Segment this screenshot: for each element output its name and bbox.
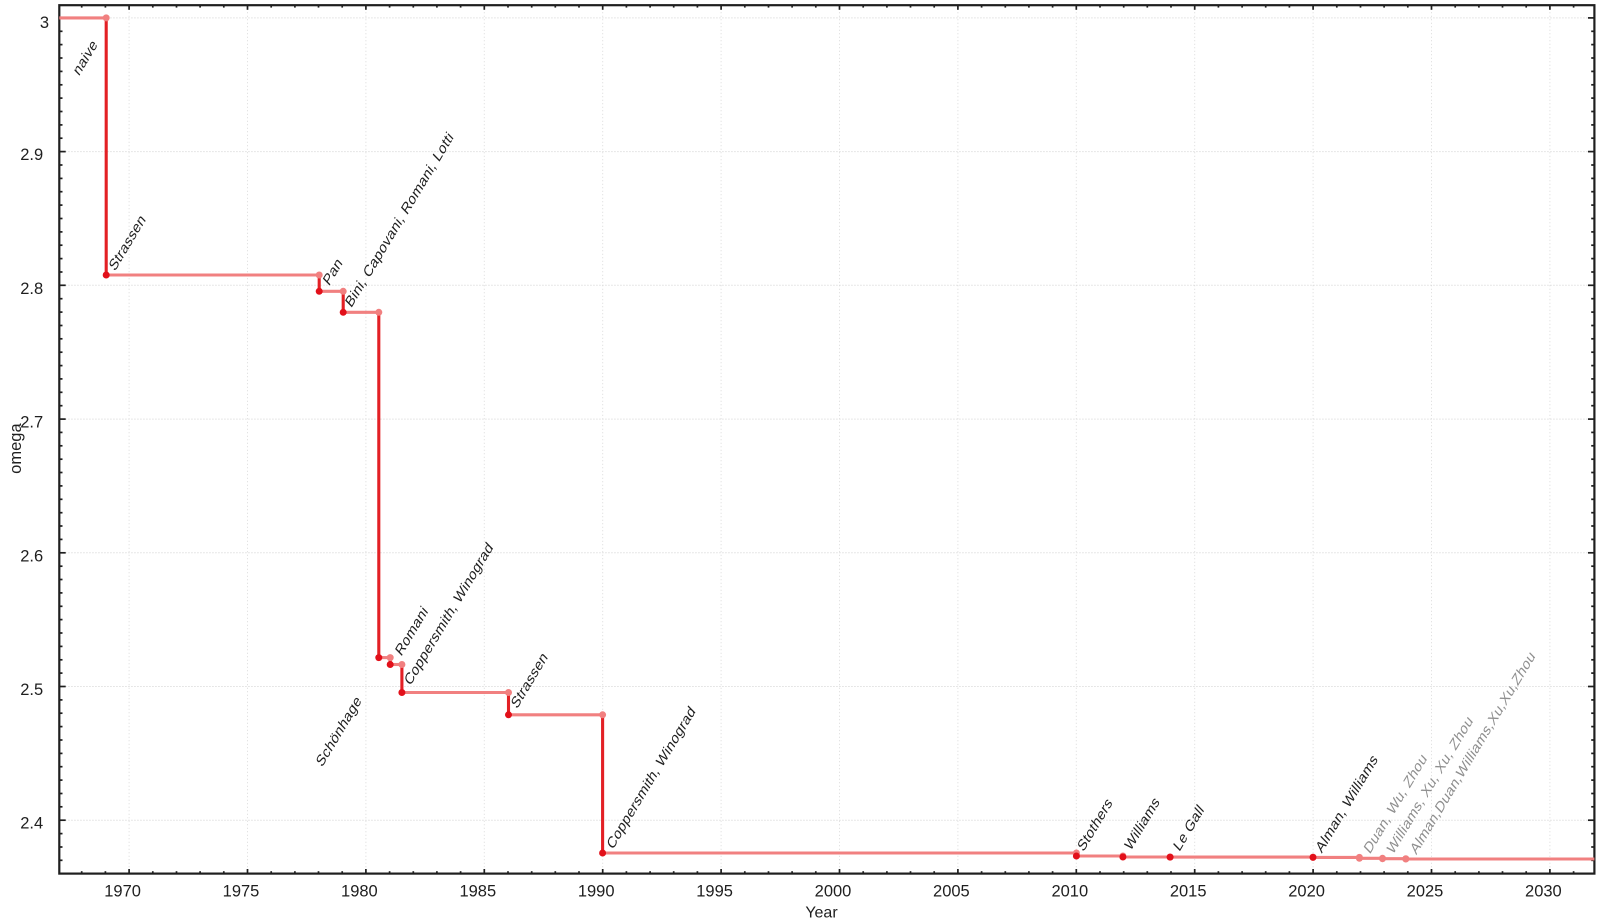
svg-text:2015: 2015: [1170, 883, 1207, 901]
svg-text:2.8: 2.8: [20, 280, 43, 298]
svg-text:2030: 2030: [1525, 883, 1562, 901]
svg-text:omega: omega: [7, 423, 25, 474]
svg-text:2005: 2005: [933, 883, 970, 901]
svg-text:2010: 2010: [1051, 883, 1088, 901]
svg-text:2000: 2000: [815, 883, 852, 901]
svg-text:1980: 1980: [341, 883, 378, 901]
svg-text:1975: 1975: [223, 883, 260, 901]
svg-text:3: 3: [40, 14, 49, 32]
svg-text:2025: 2025: [1407, 883, 1444, 901]
svg-text:1970: 1970: [104, 883, 141, 901]
svg-text:1995: 1995: [696, 883, 733, 901]
svg-text:1990: 1990: [578, 883, 615, 901]
svg-text:Year: Year: [805, 905, 838, 920]
svg-text:1985: 1985: [459, 883, 496, 901]
svg-text:2020: 2020: [1288, 883, 1325, 901]
svg-text:2.6: 2.6: [20, 547, 43, 565]
svg-text:2.7: 2.7: [20, 414, 43, 432]
svg-text:2.9: 2.9: [20, 146, 43, 164]
svg-text:2.4: 2.4: [20, 815, 43, 833]
svg-text:2.5: 2.5: [20, 681, 43, 699]
